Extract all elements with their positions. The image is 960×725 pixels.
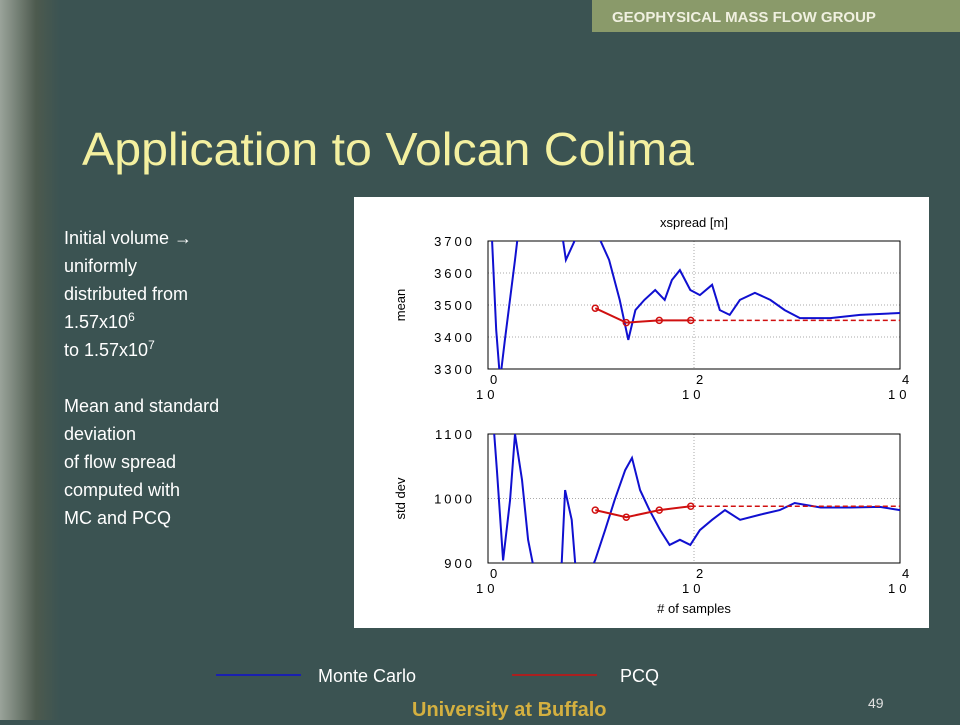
series-line: [595, 505, 691, 519]
x-axis-label: # of samples: [657, 601, 731, 616]
x-tick-label: 10: [682, 581, 704, 596]
body-line: of flow spread: [64, 452, 176, 472]
body-text: MC and PCQ: [64, 508, 171, 528]
body-line: MC and PCQ: [64, 508, 171, 528]
y-tick-label: 1100: [435, 427, 475, 442]
x-tick-exponent: 0: [490, 372, 497, 387]
body-line: Initial volume →: [64, 228, 192, 248]
body-text: distributed from: [64, 284, 188, 304]
series-marker: [591, 506, 600, 514]
x-tick-exponent: 4: [902, 566, 909, 581]
body-text: 1.57x10: [64, 312, 128, 332]
series-marker: [622, 318, 631, 327]
page-number: 49: [868, 695, 884, 711]
y-axis-label: std dev: [393, 477, 408, 519]
legend: Monte Carlo PCQ: [216, 666, 659, 686]
body-text: uniformly: [64, 256, 137, 276]
university: University at Buffalo: [412, 699, 606, 720]
slide-title: Application to Volcan Colima: [82, 123, 694, 175]
x-tick-label: 10: [476, 387, 498, 402]
series-marker: [622, 513, 631, 521]
body-line: deviation: [64, 424, 136, 444]
plot-frame: [487, 433, 901, 564]
series-marker: [591, 304, 600, 312]
series-line: [594, 307, 691, 324]
body-line: Mean and standard: [64, 396, 219, 416]
x-tick-exponent: 4: [902, 372, 909, 387]
superscript: 6: [128, 310, 135, 324]
series-marker: [687, 316, 695, 325]
body-line: to 1.57x107: [64, 338, 155, 360]
header-band: [592, 0, 960, 32]
chart-panel: [354, 197, 929, 628]
x-tick-exponent: 2: [696, 372, 703, 387]
x-tick-label: 10: [476, 581, 498, 596]
series-marker: [655, 506, 664, 514]
body-line: distributed from: [64, 284, 188, 304]
x-tick-exponent: 0: [490, 566, 497, 581]
group-name: GEOPHYSICAL MASS FLOW GROUP: [612, 9, 876, 26]
y-tick-label: 3500: [434, 298, 475, 313]
body-text: to 1.57x10: [64, 340, 148, 360]
body-text: of flow spread: [64, 452, 176, 472]
y-tick-label: 3700: [434, 234, 475, 249]
series-marker: [687, 502, 695, 510]
body-text: Initial volume → uniformly distributed fro…: [64, 228, 219, 528]
x-tick-label: 10: [888, 581, 910, 596]
body-line: uniformly: [64, 256, 137, 276]
plot-frame: [487, 240, 901, 370]
body-text: Initial volume →: [64, 228, 192, 248]
body-text: Mean and standard: [64, 396, 219, 416]
y-tick-label: 3400: [434, 330, 475, 345]
x-tick-exponent: 2: [696, 566, 703, 581]
y-tick-label: 1000: [434, 492, 475, 507]
body-line: computed with: [64, 480, 180, 500]
x-tick-label: 10: [682, 387, 704, 402]
body-text: deviation: [64, 424, 136, 444]
series-marker: [655, 316, 664, 325]
y-tick-label: 900: [444, 556, 475, 571]
y-tick-label: 3600: [434, 266, 475, 281]
x-tick-label: 10: [888, 387, 910, 402]
series-line: [493, 434, 900, 563]
legend-label: PCQ: [620, 666, 659, 686]
decor-strip: [0, 0, 60, 720]
superscript: 7: [148, 338, 155, 352]
body-text: computed with: [64, 480, 180, 500]
series-line: [491, 241, 900, 369]
chart-title: xspread [m]: [660, 215, 728, 230]
legend-label: Monte Carlo: [318, 666, 416, 686]
body-line: 1.57x106: [64, 310, 135, 332]
y-tick-label: 3300: [434, 362, 475, 377]
y-axis-label: mean: [393, 289, 408, 322]
